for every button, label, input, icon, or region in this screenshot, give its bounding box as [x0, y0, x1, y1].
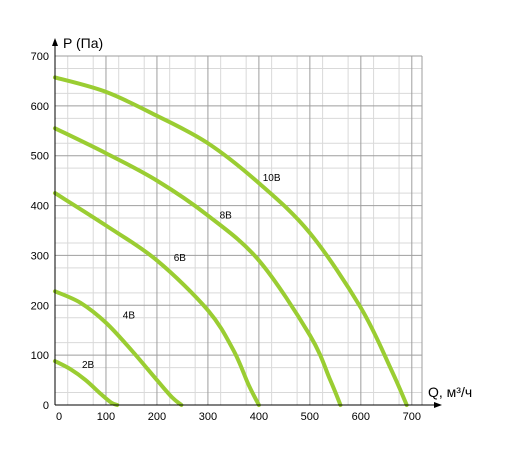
y-tick-label: 500 — [31, 151, 49, 163]
axes-group — [52, 38, 442, 408]
curve-2 — [53, 289, 184, 407]
y-tick-label: 300 — [31, 250, 49, 262]
curve-1 — [53, 359, 120, 407]
y-tick-label: 100 — [31, 350, 49, 362]
curve-label: 4В — [123, 310, 136, 321]
curve-label: 10В — [263, 173, 281, 184]
y-tick-label: 0 — [43, 400, 49, 412]
curve-3 — [53, 191, 261, 407]
y-tick-label: 700 — [31, 51, 49, 63]
x-axis-arrow — [434, 402, 442, 408]
x-axis-title: Q, м³/ч — [428, 384, 472, 400]
curve-4 — [53, 126, 343, 407]
curve-labels-group: 2В 4В 6В 8В 10В — [82, 173, 281, 371]
x-tick-label: 600 — [352, 411, 370, 423]
y-tick-label: 600 — [31, 101, 49, 113]
x-tick-label: 0 — [56, 411, 62, 423]
curve-label: 6В — [174, 253, 187, 264]
x-tick-label: 500 — [301, 411, 319, 423]
x-tick-label: 300 — [199, 411, 217, 423]
y-axis-arrow — [52, 38, 58, 46]
curve-label: 2В — [82, 360, 95, 371]
x-tick-label: 700 — [403, 411, 421, 423]
curve-label: 8В — [220, 211, 233, 222]
y-tick-label: 200 — [31, 300, 49, 312]
curves-group — [53, 75, 409, 407]
x-tick-label: 100 — [97, 411, 115, 423]
tick-labels-group: 0 100 200 300 400 500 600 700 0 100 200 300 400 500 60… — [31, 51, 421, 423]
y-tick-label: 400 — [31, 201, 49, 213]
curve-5 — [53, 75, 409, 407]
y-axis-title: P (Па) — [63, 35, 103, 51]
x-tick-label: 400 — [250, 411, 268, 423]
x-tick-label: 200 — [148, 411, 166, 423]
